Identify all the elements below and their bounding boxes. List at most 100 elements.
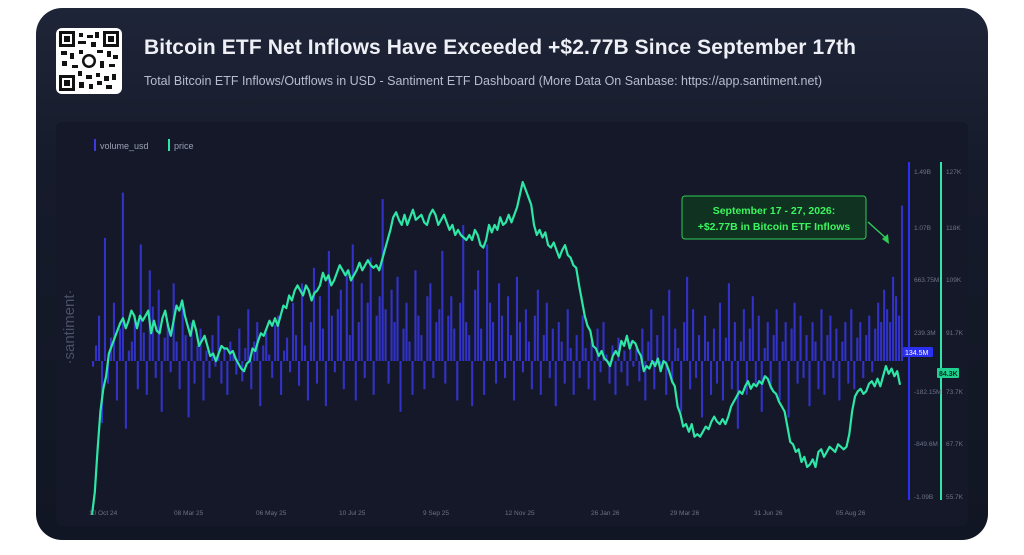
volume-bar	[638, 361, 641, 382]
volume-bar	[163, 337, 166, 361]
volume-bar	[683, 322, 686, 361]
volume-bar	[898, 315, 901, 361]
volume-bar	[315, 361, 318, 384]
volume-bar	[808, 361, 811, 407]
volume-bar	[656, 335, 659, 361]
volume-bar	[790, 328, 793, 361]
volume-bar	[886, 309, 889, 361]
volume-bar	[196, 345, 199, 361]
volume-bar	[459, 302, 462, 361]
etf-flows-chart: ·santiment· volume_usd price 1.49B 1.07B 663.…	[61, 139, 964, 517]
legend-swatch-volume	[94, 139, 96, 151]
x-axis-tick: 26 Jan 26	[591, 510, 620, 517]
volume-bar	[862, 361, 865, 378]
volume-bar	[205, 350, 208, 361]
volume-bar	[223, 348, 226, 361]
volume-bar	[250, 361, 253, 390]
qr-code-icon[interactable]	[56, 28, 122, 94]
volume-bar	[889, 322, 892, 361]
volume-bar	[677, 348, 680, 361]
volume-bar	[217, 315, 220, 361]
volume-bar	[826, 335, 829, 361]
volume-axis-tick: -182.15M	[914, 389, 941, 396]
annotation-line-1: September 17 - 27, 2026:	[713, 205, 836, 217]
volume-bar	[408, 341, 411, 361]
volume-bar	[229, 341, 232, 361]
volume-bar	[799, 315, 802, 361]
volume-axis-tick: -849.6M	[914, 441, 938, 448]
current-volume-label: 134.5M	[905, 350, 929, 357]
volume-bar	[363, 361, 366, 378]
volume-bar	[814, 341, 817, 361]
volume-bar	[781, 341, 784, 361]
volume-bar	[106, 361, 110, 384]
volume-bar	[778, 361, 781, 401]
x-axis-tick: 12 Nov 25	[505, 510, 535, 517]
volume-bar	[384, 309, 387, 361]
volume-axis-tick: 663.75M	[914, 277, 939, 284]
annotation-box	[681, 195, 867, 240]
volume-bar	[784, 322, 787, 361]
annotation-arrow-head	[882, 234, 889, 244]
volume-bar	[118, 328, 121, 361]
volume-bar	[578, 361, 581, 378]
volume-bar	[563, 361, 566, 384]
volume-bar	[292, 302, 295, 361]
annotation-line-2: +$2.77B in Bitcoin ETF Inflows	[698, 221, 851, 233]
volume-bar	[462, 224, 465, 361]
volume-bar	[856, 337, 859, 361]
volume-bar	[551, 328, 554, 361]
volume-bar	[489, 302, 492, 361]
price-axis-tick: 91.7K	[946, 330, 964, 337]
volume-bar	[450, 296, 453, 361]
volume-bar	[127, 350, 130, 361]
volume-bar	[692, 309, 695, 361]
volume-bar	[220, 361, 223, 384]
volume-axis-tick: 1.07B	[914, 225, 931, 232]
volume-bar	[151, 306, 154, 361]
volume-bar	[297, 361, 301, 386]
volume-bar	[375, 315, 378, 361]
x-axis-tick: 29 Mar 26	[670, 510, 700, 517]
volume-bar	[333, 361, 336, 373]
volume-bar	[495, 361, 498, 384]
volume-bar	[847, 361, 850, 384]
volume-bar	[593, 361, 596, 401]
volume-bar	[883, 289, 886, 361]
volume-bar	[339, 289, 342, 361]
volume-bar	[500, 315, 504, 361]
volume-bar	[178, 361, 181, 390]
volume-bar	[136, 361, 139, 390]
volume-bar	[545, 302, 548, 361]
volume-bar	[572, 361, 575, 395]
x-axis-tick: 31 Jun 26	[754, 510, 783, 517]
volume-bar	[560, 341, 563, 361]
price-axis-tick: 118K	[946, 225, 961, 232]
volume-bar	[769, 361, 772, 390]
volume-bar	[202, 361, 205, 401]
volume-bar	[492, 322, 495, 361]
volume-bar	[139, 244, 142, 361]
volume-bar	[686, 276, 689, 361]
price-axis-tick: 109K	[946, 277, 962, 284]
x-axis-tick: 06 May 25	[256, 510, 287, 517]
volume-bar	[871, 361, 874, 373]
volume-bar	[539, 361, 542, 395]
volume-bar	[441, 250, 444, 361]
volume-bar	[892, 276, 895, 361]
volume-bar	[435, 322, 438, 361]
current-volume-badge	[903, 347, 933, 357]
legend-swatch-price	[168, 139, 170, 151]
volume-bar	[632, 361, 635, 367]
volume-bar	[733, 322, 736, 361]
volume-bar	[468, 335, 471, 361]
volume-bar	[754, 361, 757, 384]
volume-bar	[739, 341, 742, 361]
volume-bar	[345, 270, 348, 361]
santiment-watermark: ·santiment·	[61, 289, 78, 364]
volume-bar	[706, 341, 710, 361]
volume-bar	[465, 322, 468, 361]
volume-bar	[602, 322, 605, 361]
volume-bar	[423, 361, 426, 390]
volume-bar	[360, 283, 363, 361]
